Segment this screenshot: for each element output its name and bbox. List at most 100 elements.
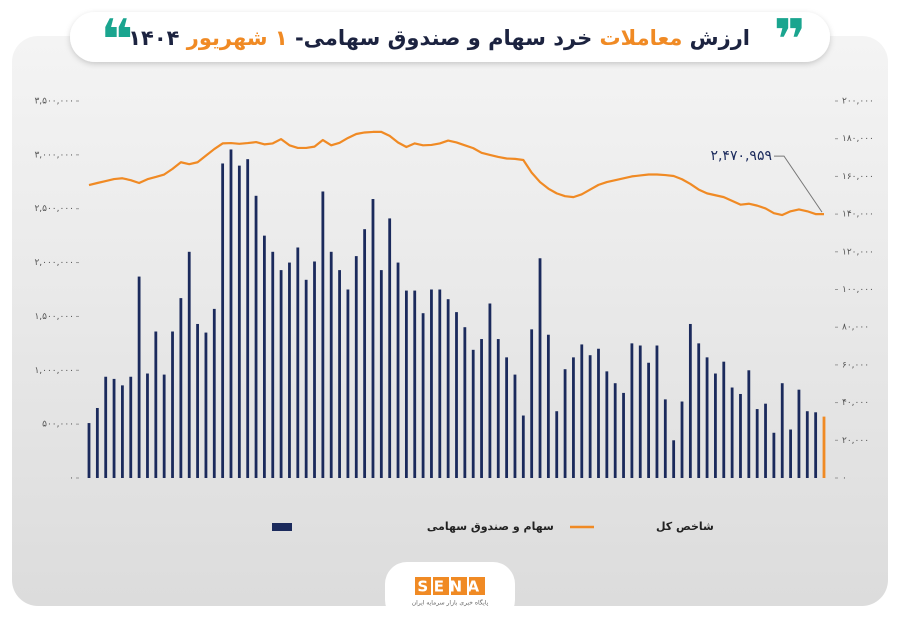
bar	[104, 376, 108, 478]
bar	[496, 339, 500, 478]
y2-tick-label: ۱۶۰,۰۰۰	[842, 172, 874, 182]
bar	[446, 299, 450, 478]
bar	[229, 149, 233, 478]
y-tick-label: ۰	[69, 474, 74, 484]
bar	[755, 409, 759, 478]
logo-box	[433, 577, 449, 595]
bar	[588, 355, 592, 478]
bar	[572, 357, 575, 478]
bar	[221, 163, 225, 478]
y2-tick-label: ۴۰,۰۰۰	[842, 398, 869, 408]
bar	[714, 373, 717, 478]
y2-tick-label: ۱۰۰,۰۰۰	[842, 285, 874, 295]
bar	[354, 256, 358, 478]
bar	[313, 261, 316, 478]
bar	[95, 407, 99, 478]
bar	[129, 376, 133, 478]
annotation: ۲,۴۷۰,۹۵۹	[710, 148, 772, 164]
y2-tick-label: ۶۰,۰۰۰	[842, 360, 869, 370]
bar	[204, 332, 208, 478]
bar	[630, 343, 634, 478]
bar	[196, 323, 199, 478]
y2-tick-label: ۱۴۰,۰۰۰	[842, 210, 874, 220]
bar	[254, 195, 258, 478]
bar	[87, 423, 91, 478]
bar	[747, 370, 751, 478]
bar	[396, 262, 400, 478]
legend-label: سهام و صندوق سهامی	[427, 520, 554, 533]
bar	[154, 331, 158, 478]
bar	[179, 298, 183, 478]
logo-box	[469, 577, 485, 595]
bar	[705, 357, 709, 478]
logo-box	[451, 577, 467, 595]
bar	[555, 411, 559, 478]
bar	[672, 440, 676, 478]
bar	[455, 312, 458, 478]
title-part: معاملات	[599, 26, 683, 50]
y-tick-label: ۳,۵۰۰,۰۰۰	[34, 97, 74, 107]
chart-title: ارزش معاملات خرد سهام و صندوق سهامی- ۱ ش…	[128, 18, 750, 58]
bar	[814, 412, 818, 478]
bar	[680, 401, 684, 478]
bar	[730, 387, 734, 478]
bar	[764, 403, 767, 478]
bar	[797, 389, 801, 478]
y2-tick-label: ۱۲۰,۰۰۰	[842, 247, 874, 257]
y2-tick-label: ۲۰۰,۰۰۰	[842, 97, 874, 107]
bar	[463, 327, 467, 478]
bar	[605, 371, 609, 478]
bar	[780, 383, 784, 478]
bar	[739, 393, 742, 478]
bar	[304, 279, 308, 478]
bar	[329, 251, 333, 478]
bar	[404, 290, 408, 478]
bar	[563, 369, 567, 478]
bar	[772, 432, 776, 478]
quote-mark: ❞	[774, 8, 807, 73]
bar	[162, 374, 166, 478]
annotation-leader	[774, 155, 823, 213]
bar	[112, 378, 116, 478]
logo-box	[415, 577, 431, 595]
y2-tick-label: ۱۸۰,۰۰۰	[842, 134, 874, 144]
logo: SENA پایگاه خبری بازار سرمایه ایران	[412, 577, 489, 607]
bar	[288, 262, 291, 478]
bar	[279, 270, 283, 478]
y2-tick-label: ۰	[842, 474, 847, 484]
quote-mark: ❝	[101, 8, 134, 73]
bar	[789, 429, 792, 478]
bar	[262, 235, 266, 478]
bar	[187, 251, 191, 478]
bar	[488, 303, 492, 478]
bar	[388, 218, 392, 478]
bar	[663, 399, 667, 478]
bar	[722, 361, 726, 478]
bar	[688, 323, 692, 478]
bar	[146, 373, 149, 478]
legend-label: شاخص کل	[656, 520, 714, 533]
bar	[521, 415, 525, 478]
y-tick-label: ۲,۰۰۰,۰۰۰	[34, 258, 74, 268]
legend-swatch	[272, 523, 292, 531]
bar	[538, 258, 542, 478]
bar	[638, 345, 642, 478]
bar	[137, 276, 141, 478]
bar	[655, 345, 659, 478]
bar	[505, 357, 509, 478]
bar	[246, 159, 250, 478]
bar	[580, 344, 584, 478]
bar	[430, 289, 433, 478]
bar	[212, 308, 216, 478]
title-part: ارزش	[689, 26, 750, 50]
logo-text: SENA	[417, 578, 484, 596]
bar	[296, 247, 300, 478]
bar	[647, 362, 651, 478]
y-tick-label: ۱,۵۰۰,۰۰۰	[34, 312, 74, 322]
line	[88, 130, 824, 217]
title-part: خرد سهام و صندوق سهامی-	[294, 26, 593, 50]
logo-caption: پایگاه خبری بازار سرمایه ایران	[412, 599, 489, 607]
bar	[822, 416, 826, 478]
bar	[697, 343, 701, 478]
